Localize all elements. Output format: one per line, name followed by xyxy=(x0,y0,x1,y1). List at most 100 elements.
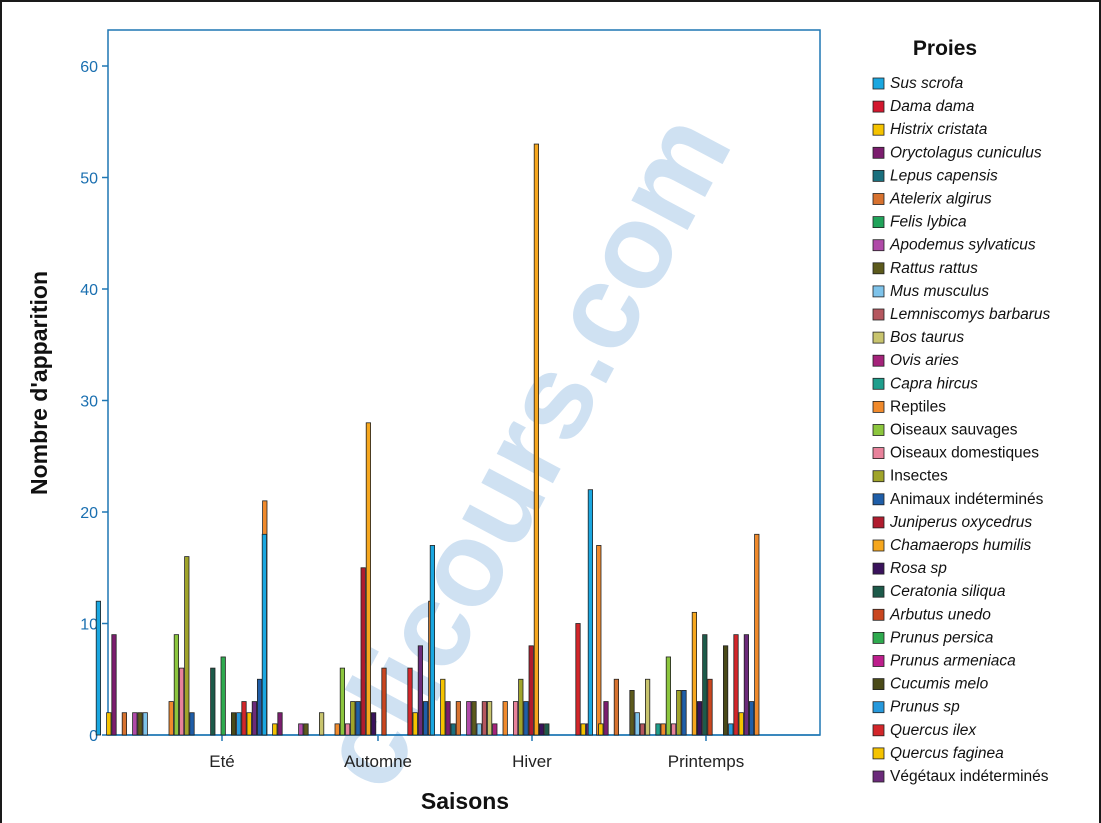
bar xyxy=(486,701,493,736)
bar xyxy=(173,634,179,736)
legend-label: Reptiles xyxy=(890,398,946,415)
legend-swatch xyxy=(872,447,885,460)
bar xyxy=(445,701,451,736)
legend-label: Oryctolagus cuniculus xyxy=(890,144,1042,161)
bar xyxy=(350,701,356,736)
bar xyxy=(533,143,540,736)
bar xyxy=(733,634,739,736)
legend-swatch xyxy=(872,100,885,113)
legend-swatch xyxy=(872,585,885,598)
bar xyxy=(241,701,247,736)
legend-swatch xyxy=(872,400,885,413)
bar xyxy=(634,712,640,736)
legend-label: Juniperus oxycedrus xyxy=(889,514,1032,531)
legend-swatch xyxy=(872,239,885,252)
bar xyxy=(236,712,242,736)
bar xyxy=(230,712,237,736)
bar xyxy=(318,712,325,736)
legend-label: Rattus rattus xyxy=(890,260,978,277)
bar xyxy=(142,712,148,736)
legend-item: Prunus armeniaca xyxy=(872,653,1016,670)
y-tick-label: 30 xyxy=(80,394,98,411)
legend-swatch xyxy=(872,77,885,90)
legend-item: Apodemus sylvaticus xyxy=(872,237,1036,254)
legend-label: Animaux indéterminés xyxy=(890,491,1044,508)
legend-item: Juniperus oxycedrus xyxy=(872,514,1032,531)
bar xyxy=(603,701,609,736)
bar xyxy=(189,712,195,736)
legend-swatch xyxy=(872,678,885,690)
x-axis-title: Saisons xyxy=(421,788,509,814)
legend-item: Insectes xyxy=(872,468,948,485)
bar xyxy=(575,623,581,736)
bar xyxy=(168,701,174,736)
legend-label: Insectes xyxy=(890,468,948,485)
y-tick-label: 10 xyxy=(80,617,98,634)
legend-item: Lemniscomys barbarus xyxy=(872,306,1050,323)
bar xyxy=(334,723,340,736)
bar xyxy=(471,701,477,736)
bar xyxy=(681,690,687,736)
legend-swatch xyxy=(872,539,885,552)
bar xyxy=(613,678,620,736)
bar xyxy=(210,667,216,736)
x-axis: Eté Automne Hiver Printemps xyxy=(108,734,820,771)
legend-item: Mus musculus xyxy=(872,283,989,300)
bar xyxy=(481,701,488,736)
legend-label: Ceratonia siliqua xyxy=(890,583,1006,600)
bar xyxy=(381,667,387,736)
bar xyxy=(111,634,117,736)
bar xyxy=(344,723,351,736)
bar xyxy=(743,634,750,736)
legend-swatch xyxy=(872,608,885,621)
legend-item: Chamaerops humilis xyxy=(872,537,1032,554)
legend-label: Quercus ilex xyxy=(890,722,977,739)
bar xyxy=(272,723,278,736)
bar xyxy=(178,667,185,736)
legend-title: Proies xyxy=(913,37,977,60)
bar xyxy=(513,701,519,736)
legend-label: Bos taurus xyxy=(890,329,964,346)
bar xyxy=(261,533,268,736)
legend-item: Felis lybica xyxy=(872,214,967,231)
legend-item: Atelerix algirus xyxy=(872,191,992,208)
bar xyxy=(412,712,418,736)
legend-item: Prunus persica xyxy=(872,629,994,646)
legend-label: Sus scrofa xyxy=(890,75,964,92)
legend-label: Histrix cristata xyxy=(890,121,988,138)
bar xyxy=(596,545,602,736)
bar xyxy=(665,656,672,736)
legend-label: Oiseaux sauvages xyxy=(890,422,1018,439)
bar xyxy=(256,678,263,736)
bar xyxy=(676,690,682,736)
legend-item: Rosa sp xyxy=(872,560,947,577)
legend-label: Quercus faginea xyxy=(890,745,1004,762)
legend-label: Cucumis melo xyxy=(890,676,989,693)
legend-label: Lemniscomys barbarus xyxy=(890,306,1050,323)
legend-item: Prunus sp xyxy=(872,699,960,716)
legend-label: Arbutus unedo xyxy=(889,606,991,623)
bars xyxy=(95,143,760,736)
bar xyxy=(671,723,677,736)
bar xyxy=(360,567,366,736)
legend-swatch xyxy=(872,169,885,182)
legend: Sus scrofa Dama dama Histrix cristata Oryct… xyxy=(872,75,1050,785)
bar xyxy=(365,422,372,736)
legend-swatch xyxy=(872,562,885,575)
legend-label: Oiseaux domestiques xyxy=(890,445,1039,462)
legend-swatch xyxy=(872,724,885,737)
legend-label: Atelerix algirus xyxy=(889,191,992,208)
bar xyxy=(246,712,252,736)
bar xyxy=(440,678,446,736)
bar xyxy=(707,678,713,736)
bar xyxy=(639,723,646,736)
legend-swatch xyxy=(872,146,885,159)
bar xyxy=(277,712,283,736)
legend-label: Prunus sp xyxy=(890,699,960,716)
y-tick-label: 50 xyxy=(80,171,98,188)
y-tick-label: 60 xyxy=(80,59,98,76)
legend-item: Oryctolagus cuniculus xyxy=(872,144,1042,161)
legend-label: Lepus capensis xyxy=(890,167,998,184)
legend-swatch xyxy=(872,493,885,506)
legend-item: Dama dama xyxy=(872,98,975,115)
